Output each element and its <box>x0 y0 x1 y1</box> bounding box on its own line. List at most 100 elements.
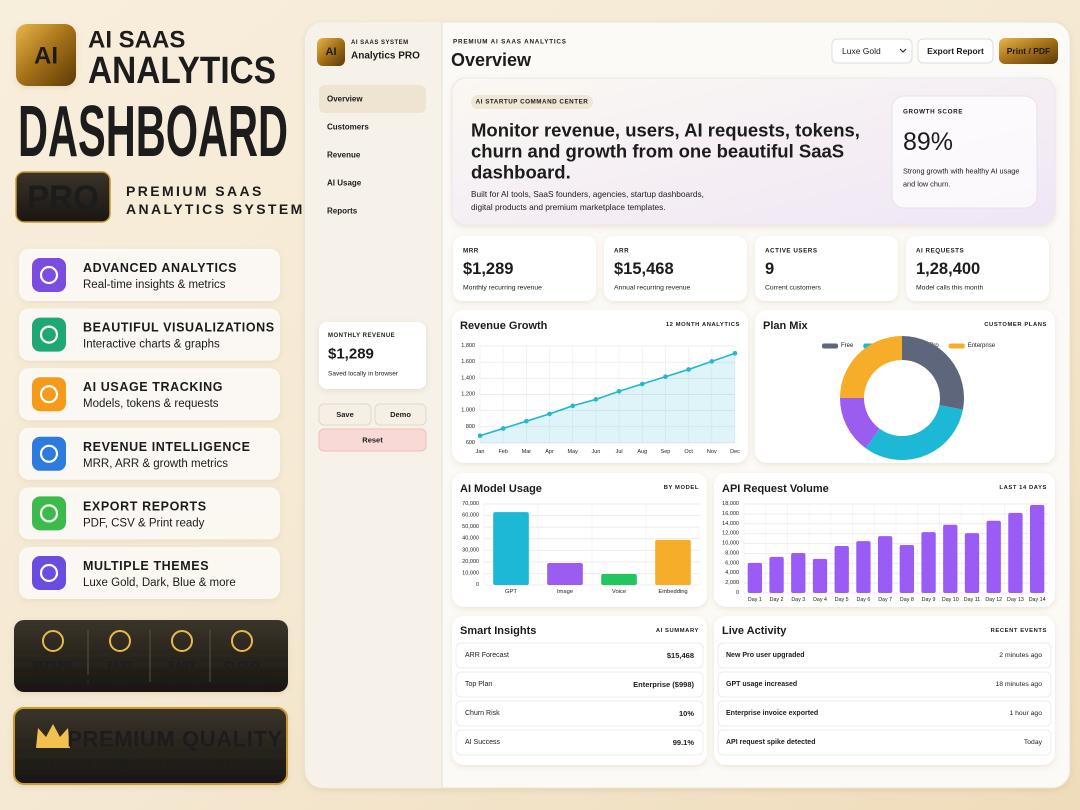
feature-desc: MRR, ARR & growth metrics <box>83 458 228 470</box>
bar <box>547 563 583 585</box>
export-button[interactable] <box>917 38 994 64</box>
list-row <box>717 729 1052 756</box>
bar <box>791 552 806 593</box>
badge-icon <box>171 630 193 652</box>
chart-card <box>452 310 748 463</box>
nav-item[interactable]: Revenue <box>327 151 361 160</box>
button[interactable] <box>374 403 427 426</box>
x-tick-label: Day 4 <box>813 597 827 603</box>
kpi-label: ARR <box>614 248 629 255</box>
kpi-label: ACTIVE USERS <box>765 248 818 255</box>
sidebar-name: Analytics PRO <box>351 51 420 62</box>
x-tick-label: Voice <box>612 589 626 595</box>
y-tick-label: 10,000 <box>722 541 739 547</box>
badge-line2: & PRIVATE <box>31 673 75 683</box>
crown-icon <box>36 724 70 748</box>
kpi-card <box>453 236 596 301</box>
chart-subtitle: BY MODEL <box>664 485 699 491</box>
button-label[interactable]: Save <box>336 410 354 419</box>
nav-item[interactable]: Reports <box>327 207 358 216</box>
list-tag: RECENT EVENTS <box>991 628 1047 634</box>
y-tick-label: 4,000 <box>725 570 739 576</box>
list-title: Smart Insights <box>460 625 536 637</box>
button-label[interactable]: Reset <box>362 436 383 445</box>
x-tick-label: Day 9 <box>922 597 936 603</box>
bar <box>1008 512 1023 593</box>
row-label: AI Success <box>465 739 501 746</box>
point <box>686 367 691 372</box>
y-tick-label: 1,600 <box>461 359 475 365</box>
chart-title: AI Model Usage <box>460 483 542 495</box>
x-tick-label: Day 3 <box>791 597 805 603</box>
feature-title: EXPORT REPORTS <box>83 499 207 513</box>
brand-top: AI SAAS <box>88 27 185 54</box>
nav-item[interactable]: AI Usage <box>327 179 362 188</box>
badge-line1: SECURE <box>32 661 74 672</box>
feature-desc: Interactive charts & graphs <box>83 339 220 351</box>
x-tick-label: Feb <box>498 449 507 455</box>
logo-text: AI <box>34 43 58 70</box>
legend-swatch <box>822 343 838 349</box>
point <box>732 350 738 356</box>
bar <box>747 562 763 593</box>
button-label[interactable]: Demo <box>390 410 411 419</box>
y-tick-label: 1,000 <box>461 408 475 414</box>
bar <box>877 536 893 593</box>
line <box>479 352 736 437</box>
feature-desc: Models, tokens & requests <box>83 398 219 410</box>
chart-title: API Request Volume <box>722 483 829 495</box>
badges-bar <box>14 620 288 692</box>
feature-desc: PDF, CSV & Print ready <box>83 517 205 529</box>
list-title: Live Activity <box>722 625 787 637</box>
kpi-value: 9 <box>765 260 774 278</box>
nav-item[interactable]: Customers <box>327 123 369 132</box>
hero-headline: Monitor revenue, users, AI requests, tok… <box>471 120 860 141</box>
badge-icon <box>42 630 64 652</box>
y-tick-label: 800 <box>466 424 475 430</box>
x-tick-label: Day 5 <box>835 597 849 603</box>
feature-icon-glyph <box>39 265 59 285</box>
y-tick-label: 600 <box>466 440 475 446</box>
y-tick-label: 30,000 <box>462 547 479 553</box>
feature-card <box>19 368 280 421</box>
list-row <box>717 671 1052 698</box>
sidebar-logo <box>317 38 345 66</box>
badge-line2: TO USE <box>166 673 198 683</box>
chart-title: Revenue Growth <box>460 320 548 332</box>
print-button[interactable] <box>999 38 1058 64</box>
button[interactable] <box>318 428 427 452</box>
x-tick-label: Day 6 <box>857 597 871 603</box>
x-tick-label: Day 13 <box>1007 597 1024 603</box>
y-tick-label: 16,000 <box>722 511 739 517</box>
x-tick-label: Day 7 <box>878 597 892 603</box>
button[interactable] <box>318 403 372 426</box>
feature-card <box>19 249 280 301</box>
y-tick-label: 0 <box>476 582 479 588</box>
kpi-card <box>906 236 1049 301</box>
row-label: Enterprise invoice exported <box>726 710 818 717</box>
row-value: 2 minutes ago <box>999 652 1042 659</box>
row-value: 99.1% <box>673 738 695 747</box>
theme-select[interactable] <box>831 38 913 64</box>
tagline: ANALYTICS SYSTEM <box>126 201 305 217</box>
point <box>663 374 668 380</box>
header-eyebrow: PREMIUM AI SAAS ANALYTICS <box>453 39 567 46</box>
list-row <box>455 671 704 698</box>
print-label[interactable]: Print / PDF <box>1007 46 1050 56</box>
feature-desc: Real-time insights & metrics <box>83 279 226 291</box>
row-label: Top Plan <box>465 681 492 688</box>
badge-line2: PERFORMANCE <box>87 673 154 683</box>
bar <box>655 539 691 585</box>
bar <box>964 533 980 593</box>
feature-icon-glyph <box>39 444 59 463</box>
x-tick-label: Oct <box>684 449 693 455</box>
nav-item[interactable]: Overview <box>327 95 363 104</box>
x-tick-label: Nov <box>707 449 717 455</box>
badge-line1: FAST <box>107 661 133 672</box>
y-tick-label: 1,400 <box>461 375 475 381</box>
bar <box>943 524 958 593</box>
score-note: Strong growth with healthy AI usage <box>903 167 1019 176</box>
y-tick-label: 50,000 <box>462 524 479 530</box>
export-label[interactable]: Export Report <box>927 46 984 56</box>
bar <box>493 512 529 585</box>
